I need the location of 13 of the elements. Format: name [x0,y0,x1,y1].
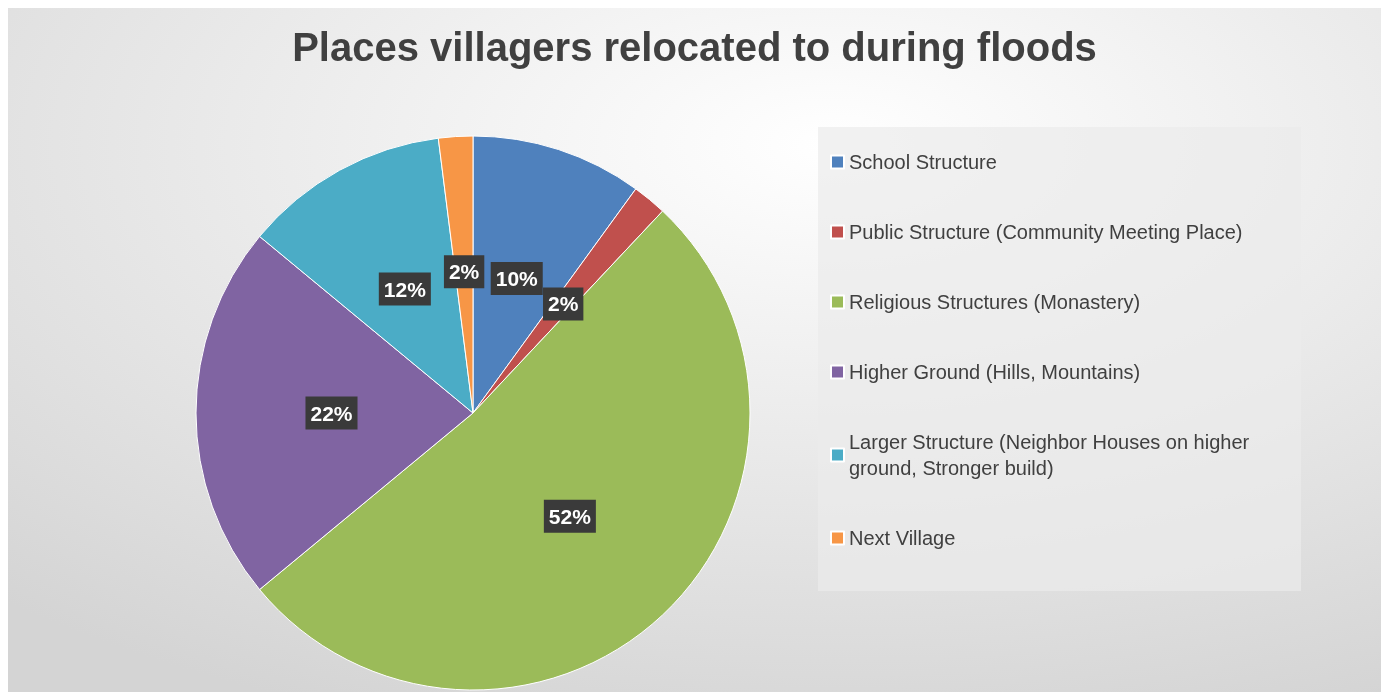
data-label: 22% [310,401,353,425]
data-label: 12% [383,277,427,301]
legend-label: Religious Structures (Monastery) [849,291,1141,313]
legend-label: Larger Structure (Neighbor Houses on higher ground, Stronger build) [849,431,1255,479]
data-label: 52% [548,504,592,528]
legend-label: Higher Ground (Hills, Mountains) [849,361,1141,383]
data-label: 2% [448,260,480,284]
legend-label: School Structure [849,151,997,173]
legend-label: Public Structure (Community Meeting Place) [849,221,1243,243]
data-label: 2% [548,292,579,316]
chart-title: Places villagers relocated to during floods [292,25,1097,69]
legend-label: Next Village [849,527,956,549]
data-label: 10% [495,266,539,290]
